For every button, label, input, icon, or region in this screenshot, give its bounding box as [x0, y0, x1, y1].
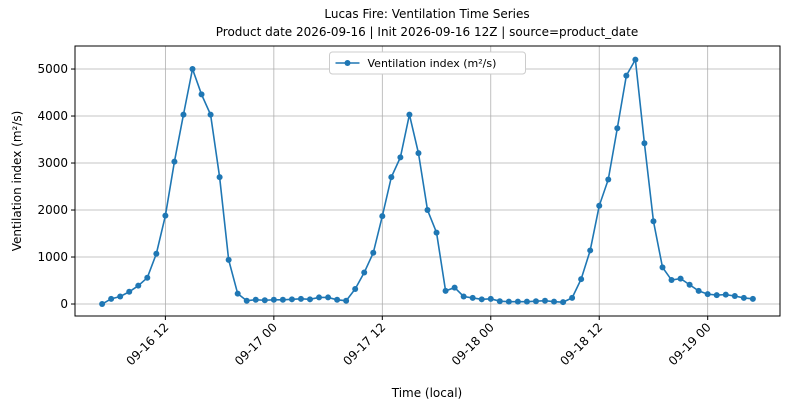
- data-point: [270, 296, 277, 303]
- data-point: [569, 294, 576, 301]
- data-point: [460, 293, 467, 300]
- y-tick-label: 2000: [37, 203, 68, 217]
- plot-frame: [74, 45, 781, 317]
- x-tick-label: 09-16 12: [123, 320, 171, 368]
- data-point: [587, 247, 594, 254]
- data-point: [659, 264, 666, 271]
- data-point: [496, 298, 503, 305]
- y-tick-label: 0: [60, 297, 68, 311]
- data-point: [180, 111, 187, 118]
- data-point: [162, 212, 169, 219]
- data-point: [379, 213, 386, 220]
- data-point: [415, 150, 422, 157]
- data-point: [677, 275, 684, 282]
- data-point: [605, 176, 612, 183]
- data-point: [740, 294, 747, 301]
- x-tick-label: 09-17 12: [340, 320, 388, 368]
- chart-subtitle: Product date 2026-09-16 | Init 2026-09-1…: [216, 25, 639, 39]
- data-point: [343, 297, 350, 304]
- data-point: [632, 56, 639, 63]
- data-point: [505, 298, 512, 305]
- data-point: [126, 288, 133, 295]
- data-point: [117, 293, 124, 300]
- data-point: [650, 218, 657, 225]
- data-point: [297, 295, 304, 302]
- data-point: [560, 299, 567, 306]
- data-point: [731, 293, 738, 300]
- data-point: [713, 292, 720, 299]
- data-point: [722, 291, 729, 298]
- data-point: [207, 111, 214, 118]
- data-point: [451, 284, 458, 291]
- data-point: [551, 298, 558, 305]
- data-point: [135, 282, 142, 289]
- data-point: [243, 297, 250, 304]
- data-point: [153, 250, 160, 257]
- data-point: [252, 296, 259, 303]
- data-point: [469, 294, 476, 301]
- data-point: [225, 256, 232, 263]
- data-point: [668, 277, 675, 284]
- legend: Ventilation index (m²/s): [329, 51, 526, 75]
- data-point: [307, 296, 313, 303]
- data-point: [288, 296, 295, 303]
- data-point: [596, 202, 603, 209]
- data-point: [144, 274, 151, 281]
- data-point: [695, 287, 702, 294]
- data-point: [749, 295, 756, 302]
- data-point: [189, 66, 196, 73]
- y-axis-label: Ventilation index (m²/s): [10, 111, 24, 252]
- data-point: [370, 249, 377, 256]
- y-tick-label: 4000: [37, 109, 68, 123]
- data-point: [578, 276, 585, 283]
- data-point: [261, 297, 268, 304]
- chart-title: Lucas Fire: Ventilation Time Series: [324, 7, 529, 21]
- legend-marker: [344, 60, 351, 66]
- data-point: [433, 229, 440, 236]
- data-point: [487, 295, 494, 302]
- x-tick-label: 09-17 00: [232, 320, 280, 368]
- x-tick-label: 09-18 00: [449, 320, 497, 368]
- data-point: [704, 291, 711, 298]
- data-point: [171, 158, 178, 165]
- data-point: [641, 140, 648, 147]
- data-point: [108, 295, 115, 302]
- data-point: [523, 298, 530, 305]
- data-point: [686, 281, 693, 288]
- data-point: [361, 269, 368, 276]
- data-point: [442, 287, 449, 294]
- data-point: [198, 91, 205, 98]
- legend-frame: [329, 51, 526, 75]
- legend-label: Ventilation index (m²/s): [368, 57, 497, 70]
- data-point: [406, 111, 413, 118]
- data-point: [514, 298, 521, 305]
- data-point: [424, 207, 431, 214]
- data-point: [279, 296, 286, 303]
- x-axis-label: Time (local): [391, 386, 463, 400]
- data-point: [325, 294, 332, 301]
- data-point: [334, 296, 341, 303]
- data-point: [216, 174, 223, 181]
- data-point: [316, 294, 323, 301]
- y-tick-label: 1000: [37, 250, 68, 264]
- data-point: [532, 298, 539, 305]
- x-tick-label: 09-18 12: [557, 320, 605, 368]
- data-point: [352, 285, 359, 292]
- y-tick-label: 5000: [37, 62, 68, 76]
- data-point: [234, 290, 241, 297]
- data-point: [388, 174, 395, 181]
- data-point: [614, 125, 621, 132]
- data-point: [397, 154, 404, 161]
- y-tick-label: 3000: [37, 156, 68, 170]
- data-point: [542, 297, 548, 304]
- data-point: [478, 296, 485, 303]
- data-point: [623, 72, 630, 79]
- x-tick-label: 09-19 00: [666, 320, 714, 368]
- data-point: [99, 301, 106, 308]
